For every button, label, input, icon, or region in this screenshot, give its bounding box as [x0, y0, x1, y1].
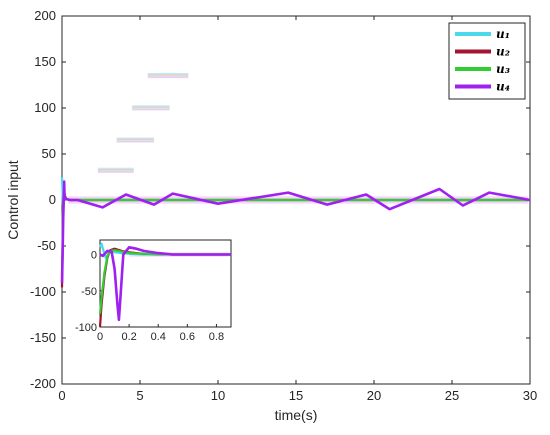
inset-x-tick-label: 0.8: [209, 331, 224, 343]
x-tick-label: 0: [58, 388, 65, 403]
x-tick-label: 15: [289, 388, 303, 403]
step-annotation-1: [97, 167, 134, 173]
y-tick-label: 0: [49, 192, 56, 207]
x-tick-label: 5: [136, 388, 143, 403]
step-annotation-4: [147, 73, 189, 79]
x-tick-label: 20: [367, 388, 381, 403]
inset-y-tick-label: -50: [81, 286, 97, 298]
step-annotation-3: [132, 105, 170, 111]
series-line-u4: [60, 180, 531, 283]
x-tick-label: 30: [523, 388, 537, 403]
y-tick-label: -200: [30, 376, 56, 391]
y-tick-label: -150: [30, 330, 56, 345]
inset-x-tick-label: 0.6: [180, 331, 195, 343]
legend-label-u4: u₄: [496, 80, 510, 94]
legend: u₁ u₂ u₃ u₄: [448, 22, 526, 100]
y-tick-label: -50: [37, 238, 56, 253]
x-tick-label: 10: [211, 388, 225, 403]
inset-y-tick-label: 0: [91, 250, 97, 262]
x-axis-label: time(s): [275, 407, 318, 423]
y-tick-label: 200: [34, 8, 56, 23]
legend-label-u1: u₁: [496, 27, 510, 41]
y-tick-label: 100: [34, 100, 56, 115]
inset-x-tick-label: 0: [97, 331, 103, 343]
y-axis-label: Control input: [5, 160, 21, 239]
inset-plot-area: -100 -50 0 0 0.2 0.4 0.6 0.8: [75, 236, 235, 347]
inset-x-tick-label: 0.2: [121, 331, 136, 343]
legend-label-u2: u₂: [496, 45, 510, 59]
legend-label-u3: u₃: [496, 62, 510, 76]
inset-y-tick-label: -100: [75, 322, 97, 334]
step-annotation-2: [116, 137, 155, 143]
inset-x-tick-label: 0.4: [151, 331, 166, 343]
x-tick-label: 25: [445, 388, 459, 403]
inset-series-line-3: [98, 249, 231, 315]
y-tick-label: 50: [42, 146, 56, 161]
y-tick-label: 150: [34, 54, 56, 69]
inset-series-line-4: [99, 246, 231, 322]
y-tick-label: -100: [30, 284, 56, 299]
